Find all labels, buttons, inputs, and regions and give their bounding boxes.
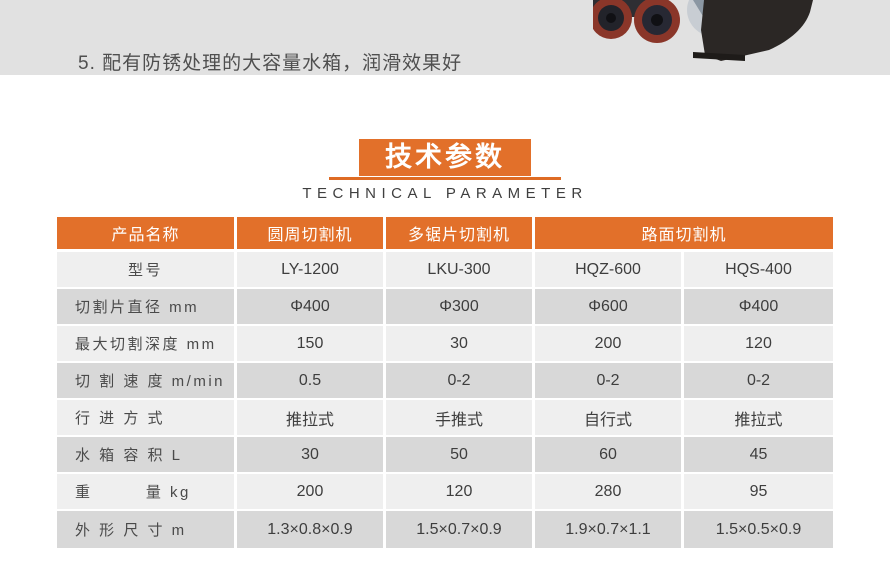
cell-value: 95 [684,474,834,511]
table-row-travel-mode: 行 进 方 式 推拉式 手推式 自行式 推拉式 [57,400,834,437]
row-label: 水 箱 容 积 L [57,437,237,474]
cell-value: 0-2 [535,363,684,400]
cell-value: 0-2 [386,363,535,400]
cell-value: LY-1200 [237,252,386,289]
cell-value: 200 [237,474,386,511]
cell-value: Φ400 [684,289,834,326]
cell-value: 自行式 [535,400,684,437]
header-product-name: 产品名称 [57,217,237,252]
cell-value: 1.5×0.7×0.9 [386,511,535,548]
table-row-weight: 重 量 kg 200 120 280 95 [57,474,834,511]
row-label: 切 割 速 度 m/min [57,363,237,400]
cell-value: Φ400 [237,289,386,326]
section-title: 技术参数 TECHNICAL PARAMETER [0,139,890,202]
table-row-model: 型号 LY-1200 LKU-300 HQZ-600 HQS-400 [57,252,834,289]
table-row-cutting-speed: 切 割 速 度 m/min 0.5 0-2 0-2 0-2 [57,363,834,400]
title-underline [329,177,561,180]
cell-value: 0.5 [237,363,386,400]
cell-value: 50 [386,437,535,474]
cell-value: HQS-400 [684,252,834,289]
row-label: 最大切割深度 mm [57,326,237,363]
table-row-tank-capacity: 水 箱 容 积 L 30 50 60 45 [57,437,834,474]
feature-text-line1: 5. 配有防锈处理的大容量水箱，润滑效果好 [78,53,463,74]
cell-value: 手推式 [386,400,535,437]
cell-value: 120 [684,326,834,363]
cell-value: 0-2 [684,363,834,400]
table-row-blade-diameter: 切割片直径 mm Φ400 Φ300 Φ600 Φ400 [57,289,834,326]
table-row-dimensions: 外 形 尺 寸 m 1.3×0.8×0.9 1.5×0.7×0.9 1.9×0.… [57,511,834,548]
cell-value: 120 [386,474,535,511]
feature-text: 5. 配有防锈处理的大容量水箱，润滑效果好 ，锯片使用寿命长。 [78,0,462,75]
cell-value: 150 [237,326,386,363]
cell-value: HQZ-600 [535,252,684,289]
cell-value: 45 [684,437,834,474]
row-label: 外 形 尺 寸 m [57,511,237,548]
cell-value: LKU-300 [386,252,535,289]
cell-value: 1.3×0.8×0.9 [237,511,386,548]
row-label: 行 进 方 式 [57,400,237,437]
header-circular-cutter: 圆周切割机 [237,217,386,252]
cell-value: 推拉式 [237,400,386,437]
cell-value: Φ600 [535,289,684,326]
header-road-cutter: 路面切割机 [535,217,834,252]
row-label: 切割片直径 mm [57,289,237,326]
cell-value: 1.5×0.5×0.9 [684,511,834,548]
cell-value: 200 [535,326,684,363]
cell-value: 60 [535,437,684,474]
top-banner: 5. 配有防锈处理的大容量水箱，润滑效果好 ，锯片使用寿命长。 [0,0,890,75]
cell-value: 30 [237,437,386,474]
cell-value: 推拉式 [684,400,834,437]
row-label: 重 量 kg [57,474,237,511]
table-header-row: 产品名称 圆周切割机 多锯片切割机 路面切割机 [57,217,834,252]
spec-table: 产品名称 圆周切割机 多锯片切割机 路面切割机 型号 LY-1200 LKU-3… [57,217,834,548]
header-multi-blade-cutter: 多锯片切割机 [386,217,535,252]
table-row-max-depth: 最大切割深度 mm 150 30 200 120 [57,326,834,363]
machine-photo [593,0,813,61]
cell-value: Φ300 [386,289,535,326]
section-title-en: TECHNICAL PARAMETER [302,185,588,202]
cell-value: 1.9×0.7×1.1 [535,511,684,548]
row-label: 型号 [57,252,237,289]
cell-value: 30 [386,326,535,363]
cell-value: 280 [535,474,684,511]
section-title-zh: 技术参数 [359,139,531,176]
